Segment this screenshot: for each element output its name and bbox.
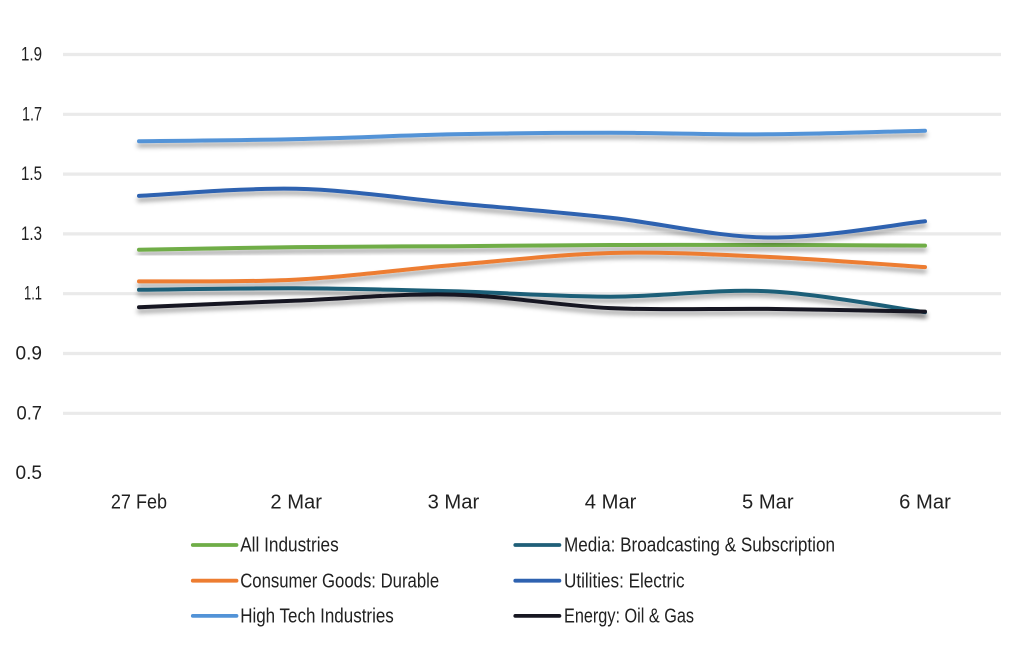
svg-text:1.1: 1.1 [24,283,42,305]
svg-text:1.5: 1.5 [21,163,42,185]
svg-text:Utilities: Electric: Utilities: Electric [564,570,685,592]
svg-text:0.9: 0.9 [16,343,43,365]
svg-text:6 Mar: 6 Mar [899,492,951,514]
svg-text:Media: Broadcasting & Subscrip: Media: Broadcasting & Subscription [564,535,835,557]
svg-text:3 Mar: 3 Mar [428,492,480,514]
svg-text:4 Mar: 4 Mar [585,492,637,514]
svg-text:5 Mar: 5 Mar [742,492,794,514]
svg-text:0.7: 0.7 [17,402,43,424]
svg-text:27 Feb: 27 Feb [111,492,167,514]
svg-text:All Industries: All Industries [240,535,339,557]
svg-text:1.9: 1.9 [21,44,42,66]
svg-text:Consumer Goods: Durable: Consumer Goods: Durable [240,570,439,592]
svg-text:0.5: 0.5 [16,462,43,484]
svg-text:Energy: Oil & Gas: Energy: Oil & Gas [564,606,694,628]
svg-text:2 Mar: 2 Mar [270,492,322,514]
svg-text:1.3: 1.3 [21,223,42,245]
svg-text:High Tech Industries: High Tech Industries [240,606,394,628]
svg-text:1.7: 1.7 [22,103,42,125]
